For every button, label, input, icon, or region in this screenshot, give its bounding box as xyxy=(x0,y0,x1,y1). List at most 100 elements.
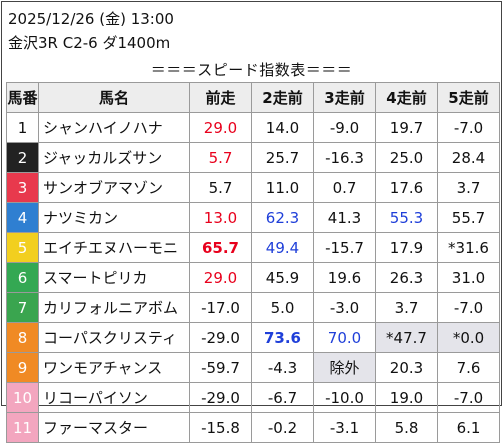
table-row: 4 ナツミカン 13.0 62.3 41.3 55.3 55.7 xyxy=(6,202,500,233)
speed-last: -17.0 xyxy=(189,292,252,323)
speed-3back: 0.7 xyxy=(313,172,376,203)
col-header-last: 前走 xyxy=(189,82,252,113)
horse-number: 8 xyxy=(6,322,39,353)
speed-5back: -7.0 xyxy=(437,382,500,413)
speed-4back: *47.7 xyxy=(375,322,438,353)
horse-name: カリフォルニアボム xyxy=(38,292,190,323)
horse-name: シャンハイノハナ xyxy=(38,112,190,143)
horse-number: 5 xyxy=(6,232,39,263)
table-title: ＝＝＝スピード指数表＝＝＝ xyxy=(150,61,353,79)
horse-name: ファーマスター xyxy=(38,412,190,443)
table-row: 5 エイチエヌハーモニ 65.7 49.4 -15.7 17.9 *31.6 xyxy=(6,232,500,263)
horse-name: コーパスクリスティ xyxy=(38,322,190,353)
speed-last: 65.7 xyxy=(189,232,252,263)
col-header-4back: 4走前 xyxy=(375,82,438,113)
horse-name: ナツミカン xyxy=(38,202,190,233)
speed-last: -29.0 xyxy=(189,322,252,353)
speed-5back: 28.4 xyxy=(437,142,500,173)
speed-4back: 19.7 xyxy=(375,112,438,143)
speed-4back: 17.6 xyxy=(375,172,438,203)
speed-4back: 26.3 xyxy=(375,262,438,293)
speed-3back: -10.0 xyxy=(313,382,376,413)
header-row: 馬番 馬名 前走 2走前 3走前 4走前 5走前 xyxy=(6,82,500,113)
speed-4back: 25.0 xyxy=(375,142,438,173)
speed-2back: -4.3 xyxy=(251,352,314,383)
speed-last: 5.7 xyxy=(189,172,252,203)
speed-3back: -3.1 xyxy=(313,412,376,443)
horse-number: 2 xyxy=(6,142,39,173)
horse-number: 10 xyxy=(6,382,39,413)
race-datetime: 2025/12/26 (金) 13:00 xyxy=(8,10,174,28)
speed-2back: 5.0 xyxy=(251,292,314,323)
speed-last: 29.0 xyxy=(189,262,252,293)
race-info: 金沢3R C2-6 ダ1400m xyxy=(8,34,171,52)
horse-name: ジャッカルズサン xyxy=(38,142,190,173)
speed-2back: 25.7 xyxy=(251,142,314,173)
speed-last: 29.0 xyxy=(189,112,252,143)
speed-last: -29.0 xyxy=(189,382,252,413)
speed-2back: -0.2 xyxy=(251,412,314,443)
speed-5back: *0.0 xyxy=(437,322,500,353)
speed-2back: -6.7 xyxy=(251,382,314,413)
horse-name: サンオブアマゾン xyxy=(38,172,190,203)
table-row: 1 シャンハイノハナ 29.0 14.0 -9.0 19.7 -7.0 xyxy=(6,112,500,143)
speed-4back: 19.0 xyxy=(375,382,438,413)
speed-2back: 11.0 xyxy=(251,172,314,203)
speed-index-table: 馬番 馬名 前走 2走前 3走前 4走前 5走前 1 シャンハイノハナ 29.0… xyxy=(6,82,500,443)
horse-number: 6 xyxy=(6,262,39,293)
speed-3back: 70.0 xyxy=(313,322,376,353)
speed-2back: 49.4 xyxy=(251,232,314,263)
table-row: 11 ファーマスター -15.8 -0.2 -3.1 5.8 6.1 xyxy=(6,412,500,443)
speed-3back: -9.0 xyxy=(313,112,376,143)
speed-5back: -7.0 xyxy=(437,112,500,143)
col-header-2back: 2走前 xyxy=(251,82,314,113)
speed-last: -59.7 xyxy=(189,352,252,383)
col-header-num: 馬番 xyxy=(6,82,39,113)
speed-2back: 14.0 xyxy=(251,112,314,143)
speed-5back: 31.0 xyxy=(437,262,500,293)
horse-number: 11 xyxy=(6,412,39,443)
speed-3back: 除外 xyxy=(313,352,376,383)
speed-last: 5.7 xyxy=(189,142,252,173)
speed-3back: -16.3 xyxy=(313,142,376,173)
speed-3back: 41.3 xyxy=(313,202,376,233)
speed-3back: -3.0 xyxy=(313,292,376,323)
speed-3back: -15.7 xyxy=(313,232,376,263)
col-header-name: 馬名 xyxy=(38,82,190,113)
speed-5back: 6.1 xyxy=(437,412,500,443)
speed-last: -15.8 xyxy=(189,412,252,443)
horse-number: 3 xyxy=(6,172,39,203)
speed-4back: 3.7 xyxy=(375,292,438,323)
horse-name: エイチエヌハーモニ xyxy=(38,232,190,263)
horse-name: リコーパイソン xyxy=(38,382,190,413)
col-header-3back: 3走前 xyxy=(313,82,376,113)
speed-4back: 20.3 xyxy=(375,352,438,383)
table-row: 3 サンオブアマゾン 5.7 11.0 0.7 17.6 3.7 xyxy=(6,172,500,203)
horse-number: 9 xyxy=(6,352,39,383)
speed-5back: 7.6 xyxy=(437,352,500,383)
table-row: 6 スマートピリカ 29.0 45.9 19.6 26.3 31.0 xyxy=(6,262,500,293)
speed-4back: 55.3 xyxy=(375,202,438,233)
speed-2back: 45.9 xyxy=(251,262,314,293)
speed-4back: 5.8 xyxy=(375,412,438,443)
speed-3back: 19.6 xyxy=(313,262,376,293)
speed-5back: 55.7 xyxy=(437,202,500,233)
speed-last: 13.0 xyxy=(189,202,252,233)
horse-name: ワンモアチャンス xyxy=(38,352,190,383)
table-row: 8 コーパスクリスティ -29.0 73.6 70.0 *47.7 *0.0 xyxy=(6,322,500,353)
speed-5back: -7.0 xyxy=(437,292,500,323)
table-row: 9 ワンモアチャンス -59.7 -4.3 除外 20.3 7.6 xyxy=(6,352,500,383)
horse-name: スマートピリカ xyxy=(38,262,190,293)
table-row: 7 カリフォルニアボム -17.0 5.0 -3.0 3.7 -7.0 xyxy=(6,292,500,323)
horse-number: 1 xyxy=(6,112,39,143)
speed-4back: 17.9 xyxy=(375,232,438,263)
speed-2back: 73.6 xyxy=(251,322,314,353)
speed-5back: *31.6 xyxy=(437,232,500,263)
horse-number: 4 xyxy=(6,202,39,233)
col-header-5back: 5走前 xyxy=(437,82,500,113)
speed-5back: 3.7 xyxy=(437,172,500,203)
table-row: 10 リコーパイソン -29.0 -6.7 -10.0 19.0 -7.0 xyxy=(6,382,500,413)
horse-number: 7 xyxy=(6,292,39,323)
speed-2back: 62.3 xyxy=(251,202,314,233)
